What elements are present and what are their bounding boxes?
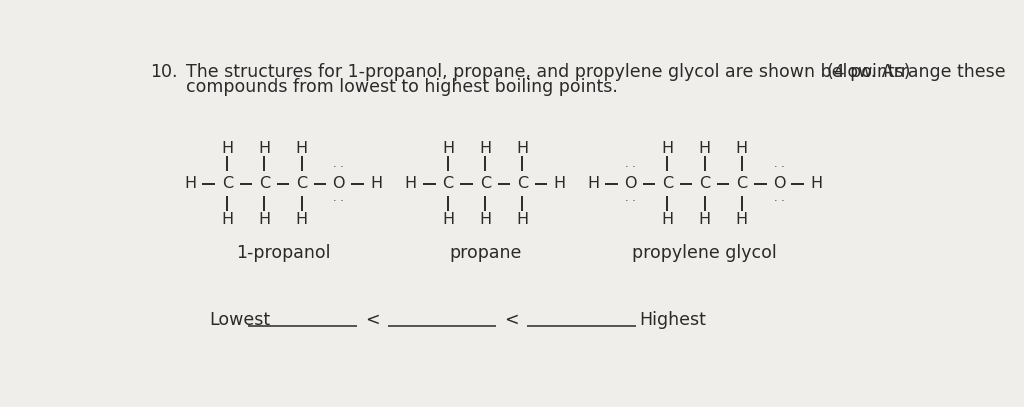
Text: C: C bbox=[699, 176, 711, 191]
Text: H: H bbox=[735, 141, 748, 155]
Text: H: H bbox=[258, 141, 270, 155]
Text: propylene glycol: propylene glycol bbox=[632, 244, 777, 262]
Text: compounds from lowest to highest boiling points.: compounds from lowest to highest boiling… bbox=[186, 78, 618, 96]
Text: · ·: · · bbox=[625, 195, 636, 206]
Text: H: H bbox=[370, 176, 382, 191]
Text: O: O bbox=[333, 176, 345, 191]
Text: C: C bbox=[259, 176, 270, 191]
Text: Highest: Highest bbox=[640, 311, 707, 329]
Text: C: C bbox=[296, 176, 307, 191]
Text: H: H bbox=[479, 141, 492, 155]
Text: Lowest: Lowest bbox=[209, 311, 270, 329]
Text: H: H bbox=[184, 176, 196, 191]
Text: C: C bbox=[736, 176, 748, 191]
Text: H: H bbox=[516, 212, 528, 227]
Text: 1-propanol: 1-propanol bbox=[236, 244, 331, 262]
Text: H: H bbox=[258, 212, 270, 227]
Text: H: H bbox=[404, 176, 417, 191]
Text: H: H bbox=[698, 141, 711, 155]
Text: 10.: 10. bbox=[150, 63, 177, 81]
Text: H: H bbox=[442, 212, 454, 227]
Text: · ·: · · bbox=[773, 195, 784, 206]
Text: H: H bbox=[221, 212, 233, 227]
Text: O: O bbox=[773, 176, 785, 191]
Text: H: H bbox=[296, 212, 307, 227]
Text: H: H bbox=[735, 212, 748, 227]
Text: C: C bbox=[442, 176, 454, 191]
Text: H: H bbox=[810, 176, 822, 191]
Text: · ·: · · bbox=[625, 162, 636, 172]
Text: C: C bbox=[479, 176, 490, 191]
Text: <: < bbox=[365, 311, 380, 329]
Text: <: < bbox=[504, 311, 519, 329]
Text: H: H bbox=[554, 176, 565, 191]
Text: H: H bbox=[479, 212, 492, 227]
Text: · ·: · · bbox=[334, 195, 344, 206]
Text: · ·: · · bbox=[773, 162, 784, 172]
Text: · ·: · · bbox=[334, 162, 344, 172]
Text: H: H bbox=[442, 141, 454, 155]
Text: (4 points): (4 points) bbox=[827, 63, 910, 81]
Text: H: H bbox=[221, 141, 233, 155]
Text: propane: propane bbox=[450, 244, 521, 262]
Text: C: C bbox=[221, 176, 232, 191]
Text: C: C bbox=[662, 176, 673, 191]
Text: H: H bbox=[662, 212, 674, 227]
Text: The structures for 1-propanol, propane, and propylene glycol are shown below. Ar: The structures for 1-propanol, propane, … bbox=[186, 63, 1006, 81]
Text: H: H bbox=[296, 141, 307, 155]
Text: H: H bbox=[587, 176, 599, 191]
Text: C: C bbox=[517, 176, 528, 191]
Text: O: O bbox=[624, 176, 637, 191]
Text: H: H bbox=[662, 141, 674, 155]
Text: H: H bbox=[516, 141, 528, 155]
Text: H: H bbox=[698, 212, 711, 227]
